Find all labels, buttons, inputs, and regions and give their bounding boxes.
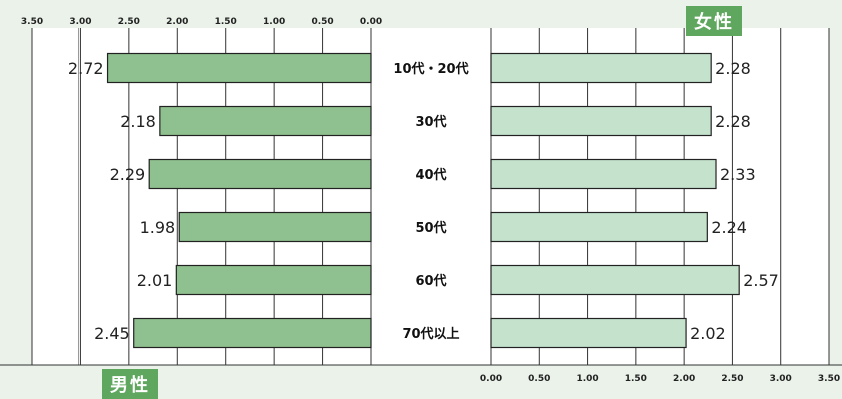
male-bar [133, 317, 372, 349]
female-bar [490, 211, 708, 243]
right-plot-area [491, 28, 829, 365]
left-tick-label: 2.50 [118, 17, 140, 27]
category-label: 60代 [415, 273, 446, 289]
right-tick-label: 3.00 [770, 374, 792, 384]
male-badge: 男性 [102, 369, 158, 399]
category-label: 10代・20代 [393, 61, 468, 77]
category-label: 40代 [415, 167, 446, 183]
female-bar [490, 264, 740, 296]
female-value-label: 2.33 [720, 165, 756, 184]
right-tick-label: 1.00 [576, 374, 598, 384]
male-value-label: 2.18 [120, 112, 156, 131]
female-value-label: 2.28 [715, 59, 751, 78]
female-value-label: 2.28 [715, 112, 751, 131]
male-value-label: 1.98 [140, 218, 176, 237]
left-tick-label: 1.00 [263, 17, 285, 27]
category-column [371, 28, 491, 365]
right-tick-label: 0.50 [528, 374, 550, 384]
female-bar [490, 105, 712, 137]
male-value-label: 2.01 [137, 271, 173, 290]
right-tick-label: 3.50 [818, 374, 840, 384]
left-plot-area [32, 28, 371, 365]
female-value-label: 2.02 [690, 324, 726, 343]
category-label: 70代以上 [402, 326, 459, 342]
female-badge: 女性 [686, 6, 742, 36]
female-value-label: 2.24 [711, 218, 747, 237]
category-label: 30代 [415, 114, 446, 130]
right-tick-label: 2.00 [673, 374, 695, 384]
right-tick-label: 1.50 [625, 374, 647, 384]
right-tick-label: 0.00 [480, 374, 502, 384]
male-bar [106, 52, 372, 84]
male-value-label: 2.72 [68, 59, 104, 78]
right-tick-label: 2.50 [721, 374, 743, 384]
female-value-label: 2.57 [743, 271, 779, 290]
left-axis-line [78, 28, 79, 365]
male-bar [175, 264, 372, 296]
female-bar [490, 317, 687, 349]
category-label: 50代 [415, 220, 446, 236]
left-tick-label: 3.00 [69, 17, 91, 27]
male-bar [178, 211, 372, 243]
male-bar [159, 105, 372, 137]
left-tick-label: 3.50 [21, 17, 43, 27]
left-tick-label: 0.50 [311, 17, 333, 27]
left-tick-label: 2.00 [166, 17, 188, 27]
female-bar [490, 52, 712, 84]
male-bar [148, 158, 372, 190]
left-tick-label: 0.00 [360, 17, 382, 27]
male-value-label: 2.29 [110, 165, 146, 184]
female-bar [490, 158, 717, 190]
male-value-label: 2.45 [94, 324, 130, 343]
left-tick-label: 1.50 [215, 17, 237, 27]
